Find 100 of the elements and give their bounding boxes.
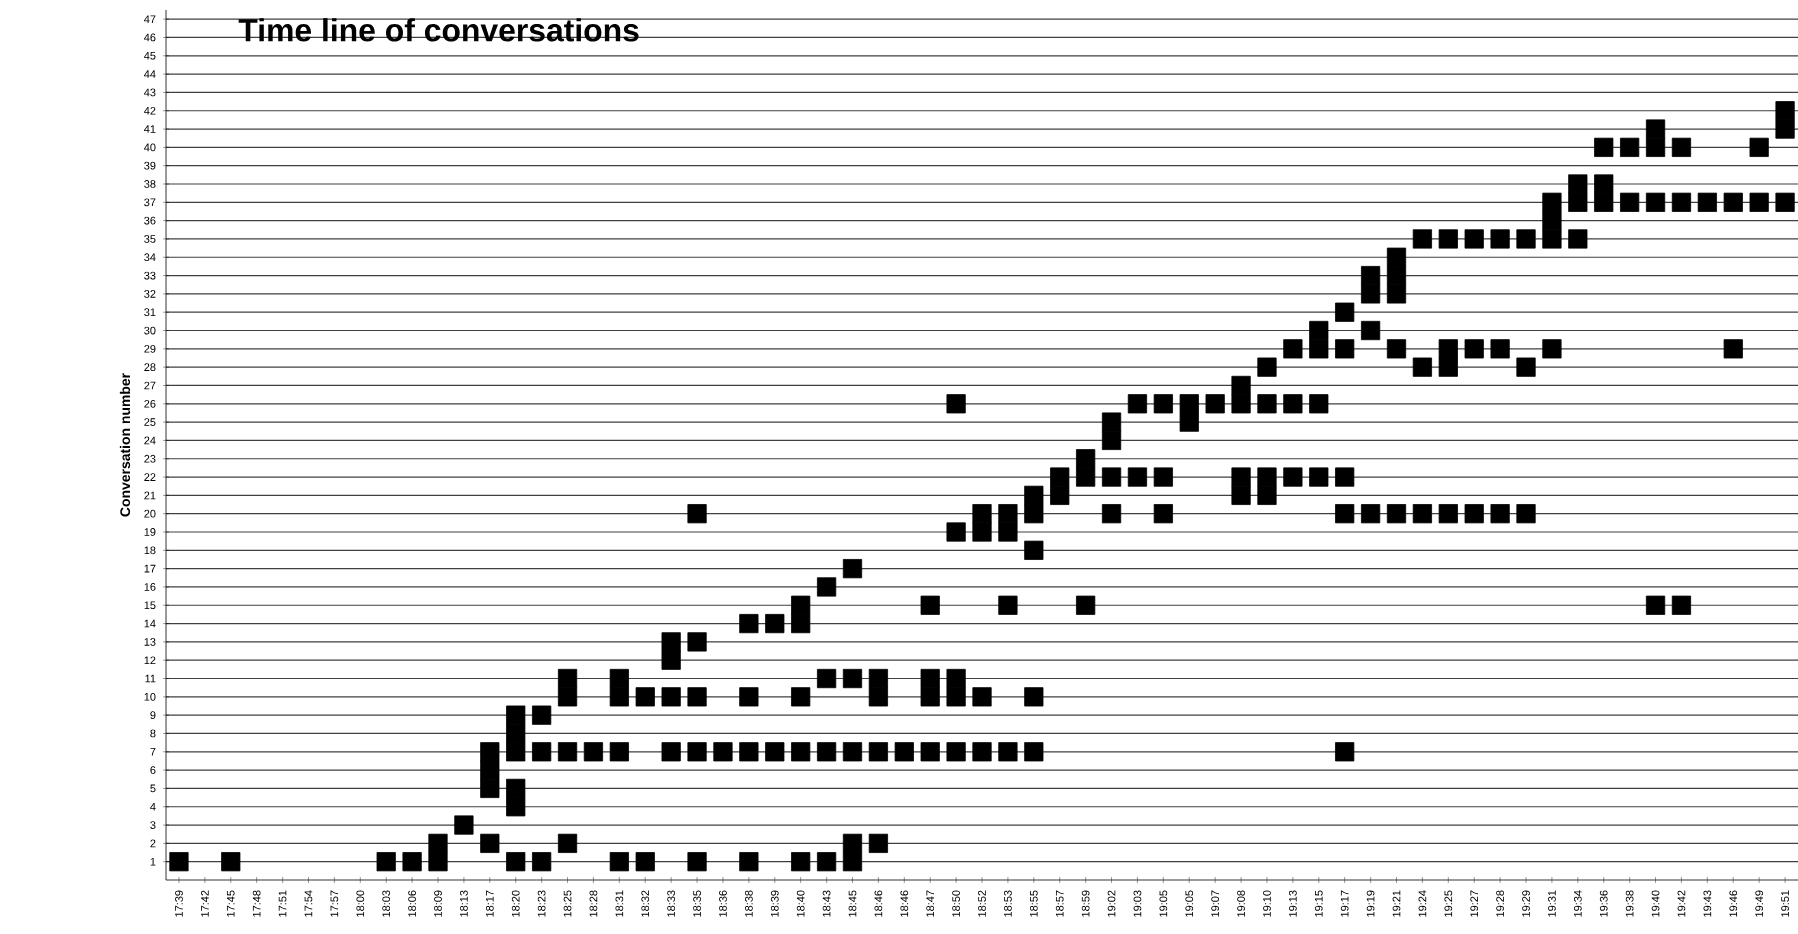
point bbox=[583, 742, 604, 762]
point bbox=[998, 504, 1018, 524]
point bbox=[1257, 357, 1277, 377]
point bbox=[506, 778, 526, 799]
point bbox=[1179, 394, 1199, 414]
point bbox=[480, 742, 500, 762]
point bbox=[1257, 394, 1277, 414]
point bbox=[1620, 192, 1640, 212]
point bbox=[1024, 687, 1044, 707]
point bbox=[1101, 467, 1122, 487]
point bbox=[1464, 504, 1484, 524]
point bbox=[1309, 320, 1329, 341]
point bbox=[661, 687, 681, 707]
point bbox=[1386, 284, 1407, 304]
point bbox=[765, 742, 785, 762]
point bbox=[1775, 119, 1795, 139]
point bbox=[661, 650, 681, 670]
point bbox=[1464, 339, 1484, 359]
point bbox=[1568, 192, 1588, 212]
point bbox=[1024, 504, 1044, 524]
point bbox=[480, 760, 500, 780]
point bbox=[1438, 357, 1458, 377]
point bbox=[1594, 192, 1614, 212]
point bbox=[1335, 504, 1355, 524]
point bbox=[816, 577, 837, 597]
point bbox=[1723, 339, 1743, 359]
point bbox=[1101, 412, 1122, 432]
point bbox=[1257, 485, 1277, 505]
point bbox=[557, 687, 578, 707]
point bbox=[998, 742, 1018, 762]
point bbox=[1231, 394, 1251, 414]
point bbox=[791, 687, 811, 707]
point bbox=[506, 723, 526, 744]
point bbox=[1542, 339, 1562, 359]
point bbox=[1490, 504, 1510, 524]
point bbox=[1671, 137, 1692, 157]
point bbox=[1335, 742, 1355, 762]
point bbox=[1309, 467, 1329, 487]
point bbox=[1283, 339, 1303, 359]
point bbox=[1050, 485, 1070, 505]
point bbox=[1153, 467, 1173, 487]
point bbox=[946, 668, 966, 689]
point bbox=[1283, 394, 1303, 414]
point bbox=[998, 595, 1018, 615]
point bbox=[842, 559, 863, 579]
point bbox=[920, 742, 940, 762]
point bbox=[765, 613, 785, 634]
point bbox=[1360, 504, 1381, 524]
point bbox=[791, 852, 811, 872]
point bbox=[739, 687, 759, 707]
point bbox=[557, 833, 578, 853]
point bbox=[1257, 467, 1277, 487]
point bbox=[661, 632, 681, 652]
point bbox=[1438, 229, 1458, 249]
point bbox=[1542, 229, 1562, 249]
point bbox=[791, 742, 811, 762]
point bbox=[1775, 101, 1795, 121]
point bbox=[1283, 467, 1303, 487]
point bbox=[1516, 504, 1536, 524]
point bbox=[1360, 320, 1381, 341]
point bbox=[791, 613, 811, 634]
point bbox=[169, 852, 189, 872]
point bbox=[739, 852, 759, 872]
point bbox=[1076, 595, 1096, 615]
point bbox=[1671, 595, 1692, 615]
point bbox=[972, 504, 992, 524]
point bbox=[687, 742, 707, 762]
point bbox=[842, 852, 863, 872]
point bbox=[635, 852, 655, 872]
point bbox=[506, 705, 526, 725]
point bbox=[1309, 339, 1329, 359]
point bbox=[1231, 485, 1251, 505]
point bbox=[868, 668, 888, 689]
point bbox=[868, 833, 888, 853]
point bbox=[1438, 339, 1458, 359]
point bbox=[739, 613, 759, 634]
point bbox=[609, 852, 629, 872]
point bbox=[868, 742, 888, 762]
point bbox=[1386, 504, 1407, 524]
point bbox=[946, 394, 966, 414]
point bbox=[972, 687, 992, 707]
point bbox=[1101, 430, 1122, 451]
point bbox=[687, 504, 707, 524]
point bbox=[946, 522, 966, 542]
point bbox=[713, 742, 733, 762]
point bbox=[557, 668, 578, 689]
point bbox=[1697, 192, 1717, 212]
point bbox=[1412, 357, 1432, 377]
point bbox=[1127, 394, 1148, 414]
point bbox=[791, 595, 811, 615]
point bbox=[1749, 192, 1769, 212]
point bbox=[1127, 467, 1148, 487]
point bbox=[816, 668, 837, 689]
point bbox=[1309, 394, 1329, 414]
point bbox=[1620, 137, 1640, 157]
point bbox=[739, 742, 759, 762]
point bbox=[1645, 119, 1666, 139]
point bbox=[661, 742, 681, 762]
point bbox=[1645, 192, 1666, 212]
point bbox=[1464, 229, 1484, 249]
